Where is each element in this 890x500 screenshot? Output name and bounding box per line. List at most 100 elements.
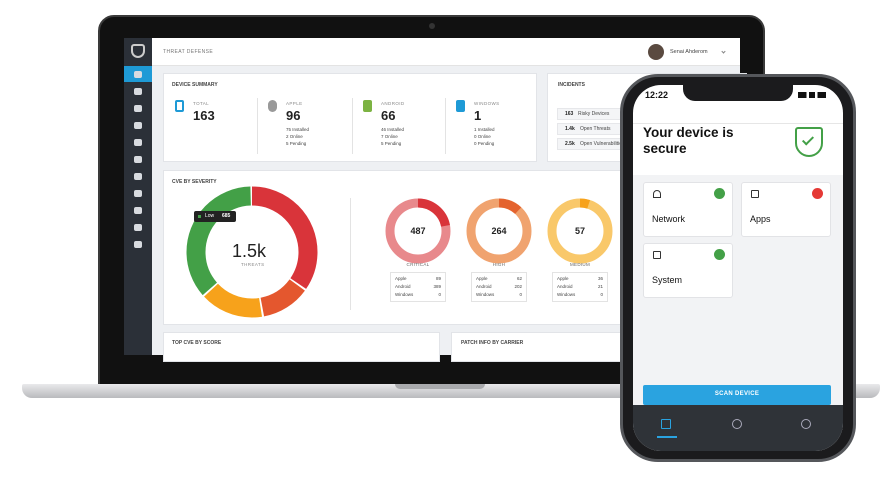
device-detail: 46 Installed [381, 127, 405, 132]
row-value: 0 [519, 292, 522, 297]
device-count: 96 [286, 108, 301, 123]
row-value: 36 [597, 276, 603, 281]
logo [131, 44, 145, 58]
row-value: 389 [433, 284, 441, 289]
row-value: 62 [516, 276, 522, 281]
sidebar-icon[interactable] [134, 190, 142, 197]
tooltip-label: Low [205, 213, 215, 219]
incident-label: Open Threats [580, 126, 611, 132]
panel-title: PATCH INFO BY CARRIER [461, 340, 524, 346]
top-bar [124, 38, 740, 66]
sidebar-icon[interactable] [134, 207, 142, 214]
device-icon [175, 100, 184, 112]
panel [163, 73, 537, 162]
severity-label: MEDIUM [569, 262, 591, 267]
donut-total-label: THREATS [241, 262, 265, 267]
device-detail: 0 Online [474, 134, 491, 139]
row-name: Windows [395, 292, 414, 297]
panel-title: DEVICE SUMMARY [172, 82, 218, 88]
phone-screen: 12:22 Your device is secure Network Apps Sys… [633, 85, 843, 451]
sidebar-icon[interactable] [134, 156, 142, 163]
sidebar-icon[interactable] [134, 105, 142, 112]
device-icon [268, 100, 277, 112]
sidebar-icon[interactable] [134, 139, 142, 146]
device-detail: 5 Pending [286, 141, 307, 146]
incident-count: 2.5k [565, 141, 575, 147]
scan-button[interactable] [643, 385, 831, 405]
arc [547, 198, 613, 264]
tile-icon [751, 190, 759, 198]
status-time: 12:22 [645, 90, 669, 100]
device-icon [456, 100, 465, 112]
base-notch [395, 384, 485, 389]
sidebar-icon[interactable] [134, 71, 142, 78]
arc [466, 198, 532, 264]
notch [683, 85, 793, 101]
device-label: TOTAL [193, 101, 210, 106]
header-title: THREAT DEFENSE [163, 49, 214, 55]
shield [795, 127, 823, 157]
severity-donut [547, 198, 613, 264]
incident-count: 163 [565, 111, 574, 117]
tile-label: Network [652, 214, 686, 224]
device-detail: 75 Installed [286, 127, 310, 132]
sidebar-icon[interactable] [134, 224, 142, 231]
tile-icon [653, 251, 661, 259]
row-name: Apple [557, 276, 569, 281]
row-value: 21 [597, 284, 603, 289]
tile-label: System [652, 275, 683, 285]
severity-label: CRITICAL [406, 262, 430, 267]
tile-label: Apps [750, 214, 771, 224]
severity-table [552, 272, 608, 302]
severity-label: HIGH [492, 262, 506, 267]
severity-table [390, 272, 446, 302]
device-count: 163 [193, 108, 215, 123]
separator [352, 98, 353, 154]
row-name: Android [557, 284, 573, 289]
row-name: Android [395, 284, 411, 289]
device-label: WINDOWS [474, 101, 500, 106]
separator [445, 98, 446, 154]
sidebar-icon[interactable] [134, 122, 142, 129]
row-name: Apple [395, 276, 407, 281]
row-name: Windows [476, 292, 495, 297]
severity-count: 487 [410, 226, 426, 236]
panel-title: INCIDENTS [558, 82, 585, 88]
sidebar-icon[interactable] [134, 88, 142, 95]
camera [429, 23, 435, 29]
tab-icon[interactable] [801, 419, 811, 429]
device-detail: 0 Pending [474, 141, 495, 146]
severity-donut [385, 198, 451, 264]
severity-count: 264 [491, 226, 507, 236]
tooltip-value: 685 [222, 213, 231, 219]
device-detail: 7 Online [381, 134, 398, 139]
device-count: 66 [381, 108, 396, 123]
row-name: Android [476, 284, 492, 289]
row-value: 0 [438, 292, 441, 297]
device-label: ANDROID [381, 101, 405, 106]
incident-count: 1.4k [565, 126, 575, 132]
tab-icon[interactable] [732, 419, 742, 429]
sidebar-icon[interactable] [134, 241, 142, 248]
arc [186, 186, 318, 318]
tab-icon[interactable] [661, 419, 671, 429]
incident-label: Open Vulnerabilities [580, 141, 625, 147]
severity-count: 57 [574, 226, 585, 236]
arc [186, 186, 318, 318]
status-icons [798, 92, 826, 98]
sidebar-icon[interactable] [134, 173, 142, 180]
separator [350, 198, 351, 310]
row-value: 0 [600, 292, 603, 297]
device-detail: 5 Pending [381, 141, 402, 146]
arc [186, 186, 318, 318]
status-title: Your device is secure [643, 125, 734, 156]
panel [163, 332, 440, 362]
arc [385, 198, 451, 264]
donut-total: 1.5k [232, 241, 267, 261]
severity-table [471, 272, 527, 302]
user-name: Senai Ahderom [670, 49, 708, 55]
severity-donut [466, 198, 532, 264]
divider [633, 123, 843, 124]
separator [257, 98, 258, 154]
donut-chart [186, 186, 318, 318]
